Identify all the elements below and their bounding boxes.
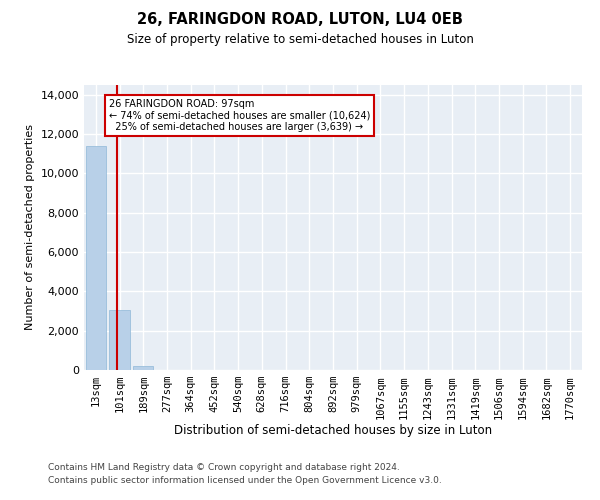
Bar: [133, 366, 154, 370]
Text: 26, FARINGDON ROAD, LUTON, LU4 0EB: 26, FARINGDON ROAD, LUTON, LU4 0EB: [137, 12, 463, 28]
Text: 26 FARINGDON ROAD: 97sqm
← 74% of semi-detached houses are smaller (10,624)
  25: 26 FARINGDON ROAD: 97sqm ← 74% of semi-d…: [109, 99, 370, 132]
X-axis label: Distribution of semi-detached houses by size in Luton: Distribution of semi-detached houses by …: [174, 424, 492, 437]
Bar: [86, 146, 106, 370]
Text: Size of property relative to semi-detached houses in Luton: Size of property relative to semi-detach…: [127, 32, 473, 46]
Text: Contains public sector information licensed under the Open Government Licence v3: Contains public sector information licen…: [48, 476, 442, 485]
Bar: [109, 310, 130, 370]
Y-axis label: Number of semi-detached properties: Number of semi-detached properties: [25, 124, 35, 330]
Text: Contains HM Land Registry data © Crown copyright and database right 2024.: Contains HM Land Registry data © Crown c…: [48, 462, 400, 471]
